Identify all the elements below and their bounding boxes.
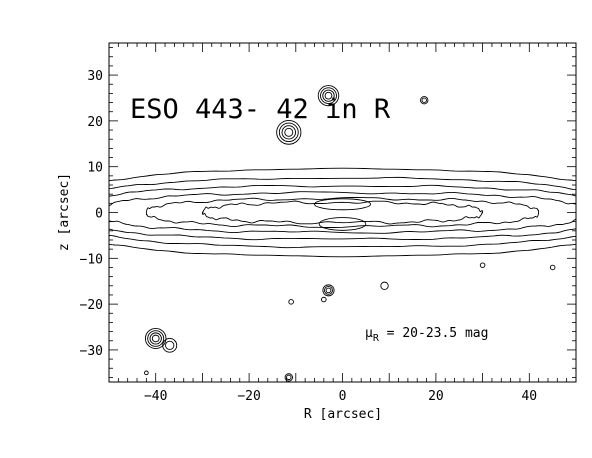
disk-isophote [109,191,576,234]
x-tick-label: −20 [237,389,260,404]
star-contour [284,373,293,382]
star-contour [321,296,327,303]
star-contour [149,332,162,345]
star-contour [162,338,178,353]
contour-layer [109,85,576,382]
y-axis-label: z [arcsec] [57,173,72,251]
x-tick-label: 0 [339,389,347,404]
disk-isophote [145,197,540,228]
star-contour [288,299,294,305]
y-tick-label: 30 [87,69,103,84]
y-tick-label: −20 [80,298,103,313]
star-contour [322,284,335,297]
x-tick-label: −40 [144,389,167,404]
star-contour [420,96,429,105]
star-contour [324,286,333,295]
star-contour [380,281,389,290]
contour-group [109,85,576,382]
star-contour [151,334,160,343]
y-tick-label: 10 [87,161,103,176]
chart-title: ESO 443- 42 in R [130,94,391,125]
star-contour [144,370,149,376]
star-contour [322,89,335,102]
star-contour [324,91,333,100]
star-contour [479,262,486,268]
axis-ticks: −40 −20 0 20 40 −30 −20 −10 0 10 20 30 [80,43,577,404]
inner-isophote [314,198,371,211]
x-tick-label: 40 [521,389,537,404]
star-contour [421,97,427,103]
star-contour [165,340,175,350]
star-contour [284,127,294,137]
magnitude-range-text: = 20-23.5 mag [379,326,489,341]
disk-isophote [109,176,576,249]
star-contour [276,119,302,145]
star-contour [281,125,296,140]
star-contour [147,330,165,347]
disk-isophote [201,200,484,225]
inner-isophote [318,217,367,231]
star-contour [549,264,556,271]
star-contour [325,287,332,294]
x-axis-label: R [arcsec] [304,407,382,422]
star-contour [320,87,337,104]
disk-isophote [109,184,576,241]
y-tick-label: −10 [80,252,103,267]
star-contour [317,85,340,107]
star-contour [278,122,299,143]
y-tick-label: 20 [87,115,103,130]
magnitude-range-note: μR = 20-23.5 mag [365,326,488,344]
disk-isophote [109,167,576,258]
y-tick-label: 0 [95,207,103,222]
mu-subscript: R [373,333,380,344]
star-contour [286,374,292,381]
star-contour [144,327,167,350]
mu-symbol: μ [365,326,373,341]
x-tick-label: 20 [428,389,444,404]
y-tick-label: −30 [80,344,103,359]
